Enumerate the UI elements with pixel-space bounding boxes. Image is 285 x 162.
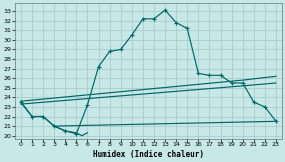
X-axis label: Humidex (Indice chaleur): Humidex (Indice chaleur)	[93, 150, 204, 159]
